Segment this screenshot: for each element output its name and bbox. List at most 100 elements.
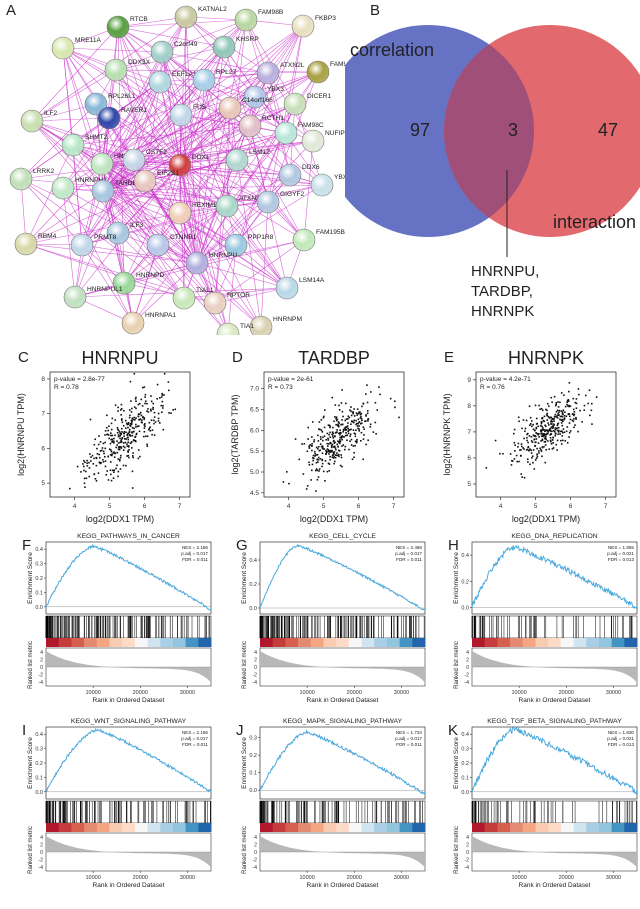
scatter-point — [525, 449, 528, 451]
network-edge — [133, 79, 205, 161]
gsea-xlabel: Rank in Ordered Dataset — [93, 697, 165, 704]
scatter-point — [545, 448, 547, 451]
network-node-label: CSTF2 — [146, 149, 167, 156]
network-edge — [267, 72, 291, 176]
scatter-point — [367, 418, 369, 421]
scatter-point — [532, 461, 534, 464]
scatter-point — [560, 410, 562, 412]
scatter-point — [540, 433, 542, 435]
scatter-point — [334, 435, 336, 438]
scatter-point — [557, 433, 559, 435]
network-edge — [101, 46, 225, 165]
scatter-point — [330, 449, 332, 452]
scatter-point — [394, 406, 396, 409]
network-node-label: PRMT8 — [94, 234, 117, 241]
network-node: LRRK2 — [9, 167, 55, 191]
scatter-point — [118, 430, 121, 433]
scatter-point — [554, 427, 557, 429]
scatter-point — [120, 440, 122, 442]
scatter-point — [163, 394, 165, 396]
scatter-point — [127, 423, 130, 425]
scatter-point — [549, 436, 552, 439]
scatter-point — [131, 470, 134, 473]
gsea-es-ylabel: Enrichment Score — [27, 737, 34, 789]
scatter-point — [547, 431, 549, 433]
gsea-heat-segment — [323, 638, 337, 647]
scatter-point — [104, 441, 106, 444]
network-node: DDX3X — [104, 58, 151, 82]
scatter-point — [572, 408, 575, 411]
gsea-xtick-label: 20000 — [347, 875, 362, 881]
scatter-point — [573, 413, 576, 416]
gsea-heat-segment — [374, 638, 388, 647]
scatter-point — [556, 409, 559, 412]
scatter-point — [354, 440, 357, 443]
scatter-point — [95, 464, 98, 467]
network-edge — [101, 81, 161, 165]
network-edge — [117, 16, 187, 28]
scatter-point — [314, 452, 316, 455]
scatter-point — [549, 439, 552, 442]
scatter-point — [122, 449, 125, 451]
network-edge — [101, 79, 205, 165]
scatter-point — [127, 422, 130, 424]
scatter-point — [550, 440, 552, 443]
scatter-title: HNRNPK — [508, 348, 584, 368]
network-edge — [196, 46, 225, 264]
gsea-es-curve — [45, 543, 212, 611]
scatter-point — [356, 422, 358, 425]
network-node-label: FAM195B — [316, 229, 345, 236]
gsea-heat-segment — [58, 638, 72, 647]
gsea-rank-heatbar — [260, 823, 426, 832]
scatter-point — [344, 428, 346, 430]
scatter-point — [117, 470, 120, 473]
scatter-point — [520, 473, 523, 475]
gsea-heat-segment — [560, 638, 575, 647]
scatter-point — [345, 418, 348, 420]
network-edge — [102, 190, 185, 299]
scatter-point — [326, 432, 329, 435]
network-node-label: FAM98C — [298, 122, 324, 129]
scatter-point — [92, 463, 95, 465]
gsea-metric-ytick-label: 0 — [40, 850, 43, 856]
scatter-point — [344, 426, 347, 429]
scatter-point — [328, 469, 330, 472]
scatter-point — [584, 394, 587, 397]
scatter-point — [128, 456, 130, 459]
scatter-point — [310, 479, 312, 481]
scatter-point — [282, 481, 285, 483]
network-edge — [226, 174, 291, 207]
scatter-point — [307, 438, 309, 440]
scatter-point — [518, 420, 520, 423]
scatter-point — [353, 451, 355, 454]
scatter-point — [117, 434, 120, 436]
scatter-point — [116, 451, 119, 454]
scatter-point — [150, 410, 152, 412]
scatter-point — [84, 461, 86, 464]
gsea-panel-j: JKEGG_MAPK_SIGNALING_PATHWAY0.30.20.10.0… — [236, 718, 426, 889]
scatter-point — [113, 471, 115, 474]
scatter-point — [90, 456, 92, 458]
scatter-point — [86, 462, 88, 464]
scatter-point — [362, 426, 365, 428]
network-node: DICER1 — [283, 92, 332, 116]
scatter-point — [124, 419, 127, 422]
scatter-point — [537, 425, 539, 428]
gsea-heat-segment — [472, 638, 486, 647]
scatter-point — [568, 413, 571, 415]
scatter-point — [131, 431, 134, 434]
scatter-point — [316, 453, 319, 456]
scatter-point — [564, 405, 567, 408]
gsea-es-frame — [259, 726, 426, 800]
scatter-point — [550, 433, 553, 436]
scatter-point — [88, 461, 90, 464]
scatter-point — [334, 404, 337, 406]
scatter-point — [123, 409, 125, 412]
scatter-point — [540, 407, 543, 410]
scatter-point — [539, 425, 542, 427]
scatter-point — [523, 476, 526, 479]
scatter-point — [319, 458, 322, 460]
scatter-point — [114, 404, 117, 406]
network-edge — [115, 69, 181, 166]
scatter-point — [333, 452, 335, 455]
